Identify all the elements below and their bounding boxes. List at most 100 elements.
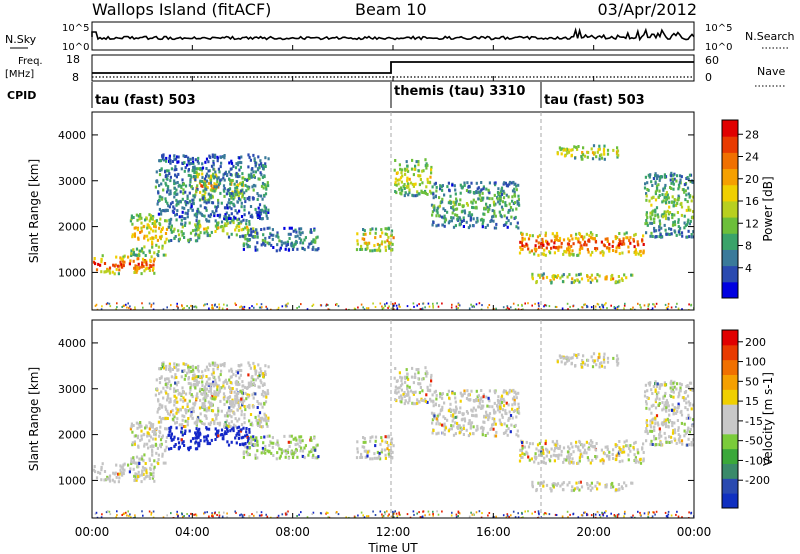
power-echo-cell	[191, 169, 194, 173]
power-echo-cell	[465, 189, 469, 192]
power-echo-cell	[655, 229, 658, 233]
power-echo-cell	[623, 307, 625, 310]
velocity-echo-cell	[287, 510, 289, 513]
power-echo-cell	[265, 185, 268, 189]
power-echo-cell	[158, 184, 161, 188]
velocity-echo-cell	[315, 444, 318, 448]
power-echo-cell	[477, 197, 480, 201]
power-echo-cell	[228, 161, 231, 165]
power-echo-cell	[535, 281, 538, 285]
power-echo-cell	[386, 302, 388, 305]
velocity-echo-cell	[143, 442, 146, 446]
velocity-echo-cell	[616, 516, 619, 518]
power-echo-cell	[561, 307, 564, 310]
power-echo-cell	[514, 308, 517, 310]
velocity-echo-cell	[670, 389, 673, 393]
power-echo-cell	[637, 302, 639, 305]
velocity-echo-cell	[173, 366, 176, 370]
velocity-echo-cell	[520, 516, 523, 518]
power-echo-cell	[629, 308, 632, 310]
power-echo-cell	[135, 270, 138, 274]
power-echo-cell	[129, 305, 131, 308]
velocity-echo-cell	[685, 385, 688, 388]
power-echo-cell	[195, 167, 198, 171]
power-echo-cell	[258, 166, 261, 170]
velocity-echo-cell	[218, 423, 221, 427]
power-echo-cell	[181, 161, 184, 165]
power-echo-cell	[466, 203, 469, 207]
velocity-echo-cell	[161, 417, 164, 420]
power-echo-cell	[512, 302, 515, 305]
velocity-echo-cell	[265, 422, 268, 426]
velocity-echo-cell	[516, 429, 519, 433]
power-echo-cell	[567, 150, 571, 154]
power-echo-cell	[390, 241, 393, 245]
power-echo-cell	[594, 308, 597, 310]
power-echo-cell	[649, 234, 652, 238]
velocity-echo-cell	[395, 391, 398, 395]
velocity-echo-cell	[635, 459, 638, 463]
power-echo-cell	[429, 175, 432, 179]
power-echo-cell	[202, 189, 205, 193]
power-echo-cell	[634, 308, 636, 310]
power-echo-cell	[631, 273, 634, 277]
velocity-echo-cell	[475, 511, 478, 514]
power-echo-cell	[294, 235, 297, 239]
velocity-echo-cell	[126, 514, 128, 517]
velocity-echo-cell	[240, 399, 243, 403]
power-echo-cell	[683, 214, 686, 218]
velocity-echo-cell	[267, 392, 270, 396]
power-echo-cell	[140, 265, 143, 269]
power-echo-cell	[617, 275, 620, 278]
power-echo-cell	[180, 230, 183, 234]
power-echo-cell	[222, 184, 226, 188]
power-echo-cell	[416, 304, 418, 307]
velocity-echo-cell	[654, 382, 657, 386]
velocity-echo-cell	[453, 392, 456, 396]
velocity-echo-cell	[396, 379, 399, 383]
power-echo-cell	[243, 205, 246, 209]
velocity-echo-cell	[482, 426, 485, 430]
velocity-echo-cell	[642, 442, 645, 446]
power-echo-cell	[197, 227, 200, 231]
power-echo-cell	[128, 262, 131, 266]
power-echo-cell	[304, 236, 307, 240]
velocity-echo-cell	[232, 400, 235, 404]
power-echo-cell	[165, 227, 169, 231]
velocity-echo-cell	[133, 442, 136, 446]
velocity-echo-cell	[657, 403, 660, 407]
power-echo-cell	[296, 307, 298, 309]
power-echo-cell	[235, 171, 238, 175]
velocity-echo-cell	[189, 365, 192, 369]
velocity-echo-cell	[237, 405, 241, 409]
power-echo-cell	[144, 218, 147, 222]
velocity-echo-cell	[553, 459, 556, 463]
power-echo-cell	[261, 238, 264, 242]
velocity-echo-cell	[501, 408, 504, 412]
velocity-echo-cell	[618, 460, 621, 464]
velocity-echo-cell	[601, 511, 603, 514]
velocity-echo-cell	[129, 513, 131, 516]
power-echo-cell	[214, 205, 217, 209]
power-echo-cell	[131, 233, 134, 237]
velocity-echo-cell	[159, 425, 162, 429]
velocity-echo-cell	[682, 396, 685, 400]
velocity-echo-cell	[242, 442, 245, 446]
velocity-echo-cell	[433, 416, 436, 420]
velocity-echo-cell	[248, 363, 251, 367]
velocity-echo-cell	[198, 444, 201, 448]
power-echo-cell	[120, 257, 123, 261]
power-echo-cell	[686, 186, 690, 190]
power-echo-cell	[195, 232, 198, 236]
power-echo-cell	[690, 303, 693, 306]
velocity-echo-cell	[568, 456, 571, 459]
velocity-echo-cell	[272, 441, 275, 445]
power-echo-cell	[177, 239, 180, 243]
power-echo-cell	[657, 215, 660, 219]
velocity-echo-cell	[664, 391, 667, 395]
power-echo-cell	[430, 168, 433, 172]
power-echo-cell	[589, 253, 592, 257]
power-echo-cell	[672, 173, 675, 177]
velocity-echo-cell	[176, 400, 179, 404]
